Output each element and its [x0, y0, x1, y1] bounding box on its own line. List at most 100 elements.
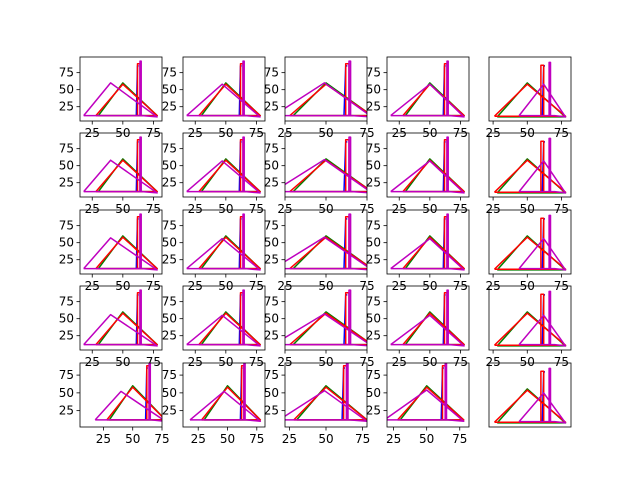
y-tick-label: 50 [59, 236, 74, 250]
y-tick-label: 50 [366, 236, 381, 250]
y-tick-label: 50 [264, 83, 279, 97]
y-tick-label: 50 [162, 159, 177, 173]
y-tick-label: 75 [59, 368, 74, 382]
x-tick-label: 75 [453, 355, 468, 369]
x-tick-label: 50 [220, 432, 235, 446]
y-tick-label: 25 [59, 253, 74, 267]
series-line-magenta [390, 136, 465, 194]
series-line-magenta [518, 290, 567, 347]
subplot [488, 362, 572, 428]
x-tick-label: 50 [218, 202, 233, 216]
x-tick-label: 75 [146, 355, 161, 369]
x-tick-label: 50 [520, 355, 535, 369]
series-line-magenta [518, 367, 567, 424]
x-tick-label: 75 [453, 202, 468, 216]
x-tick-label: 75 [146, 202, 161, 216]
axes-frame [182, 209, 266, 275]
y-tick-label: 25 [264, 329, 279, 343]
y-tick-label: 75 [162, 368, 177, 382]
y-tick-label: 25 [366, 329, 381, 343]
axes-frame [488, 209, 572, 275]
x-tick-label: 25 [188, 202, 203, 216]
y-tick-label: 25 [162, 176, 177, 190]
y-tick-label: 75 [366, 368, 381, 382]
series-line-magenta [390, 213, 465, 271]
subplot: 25 50 75 [485, 56, 572, 140]
y-tick-label: 25 [366, 100, 381, 114]
y-tick-label: 25 [162, 253, 177, 267]
x-tick-label: 75 [249, 432, 264, 446]
y-tick-label: 50 [162, 236, 177, 250]
y-tick-label: 75 [59, 66, 74, 80]
axes-frame [79, 209, 163, 275]
series-line-magenta [518, 137, 567, 194]
axes-frame [79, 285, 163, 351]
series-line-magenta [83, 213, 158, 271]
series-line-magenta [285, 213, 367, 271]
y-tick-label: 25 [59, 404, 74, 418]
y-tick-label: 75 [264, 219, 279, 233]
x-tick-label: 50 [422, 202, 437, 216]
x-tick-label: 25 [392, 355, 407, 369]
series-line-magenta [285, 60, 367, 118]
y-tick-label: 25 [264, 253, 279, 267]
axes-frame [182, 132, 266, 198]
axes-frame [488, 132, 572, 198]
axes-frame [79, 132, 163, 198]
y-tick-label: 75 [366, 142, 381, 156]
x-tick-label: 25 [191, 432, 206, 446]
y-tick-label: 25 [162, 404, 177, 418]
axes-frame [386, 209, 470, 275]
axes-frame [488, 285, 572, 351]
x-tick-label: 75 [452, 432, 467, 446]
y-tick-label: 25 [59, 100, 74, 114]
series-line-magenta [390, 289, 465, 347]
x-tick-label: 25 [96, 432, 111, 446]
x-tick-label: 50 [419, 432, 434, 446]
y-tick-label: 50 [264, 159, 279, 173]
x-tick-label: 50 [318, 202, 333, 216]
y-tick-label: 75 [366, 219, 381, 233]
y-tick-label: 75 [366, 295, 381, 309]
y-tick-label: 50 [264, 236, 279, 250]
series-line-magenta [186, 213, 261, 271]
y-tick-label: 25 [162, 100, 177, 114]
series-line-magenta [83, 136, 158, 194]
y-tick-label: 50 [59, 83, 74, 97]
x-tick-label: 25 [392, 202, 407, 216]
axes-frame [182, 56, 266, 122]
y-tick-label: 25 [162, 329, 177, 343]
y-tick-label: 75 [366, 66, 381, 80]
y-tick-label: 50 [162, 312, 177, 326]
x-tick-label: 25 [85, 202, 100, 216]
series-line-magenta [518, 61, 567, 118]
series-line-magenta [285, 363, 367, 423]
series-line-magenta [186, 136, 261, 194]
y-tick-label: 75 [264, 295, 279, 309]
y-tick-label: 50 [59, 386, 74, 400]
y-tick-label: 25 [366, 404, 381, 418]
axes-frame [79, 362, 163, 428]
x-tick-label: 25 [277, 202, 292, 216]
axes-frame [182, 285, 266, 351]
y-tick-label: 75 [59, 295, 74, 309]
x-tick-label: 25 [386, 432, 401, 446]
y-tick-label: 50 [366, 312, 381, 326]
subplot: 25 50 75 [485, 285, 572, 369]
axes-frame [386, 362, 470, 428]
y-tick-label: 25 [366, 253, 381, 267]
axes-frame [488, 56, 572, 122]
x-tick-label: 50 [318, 355, 333, 369]
